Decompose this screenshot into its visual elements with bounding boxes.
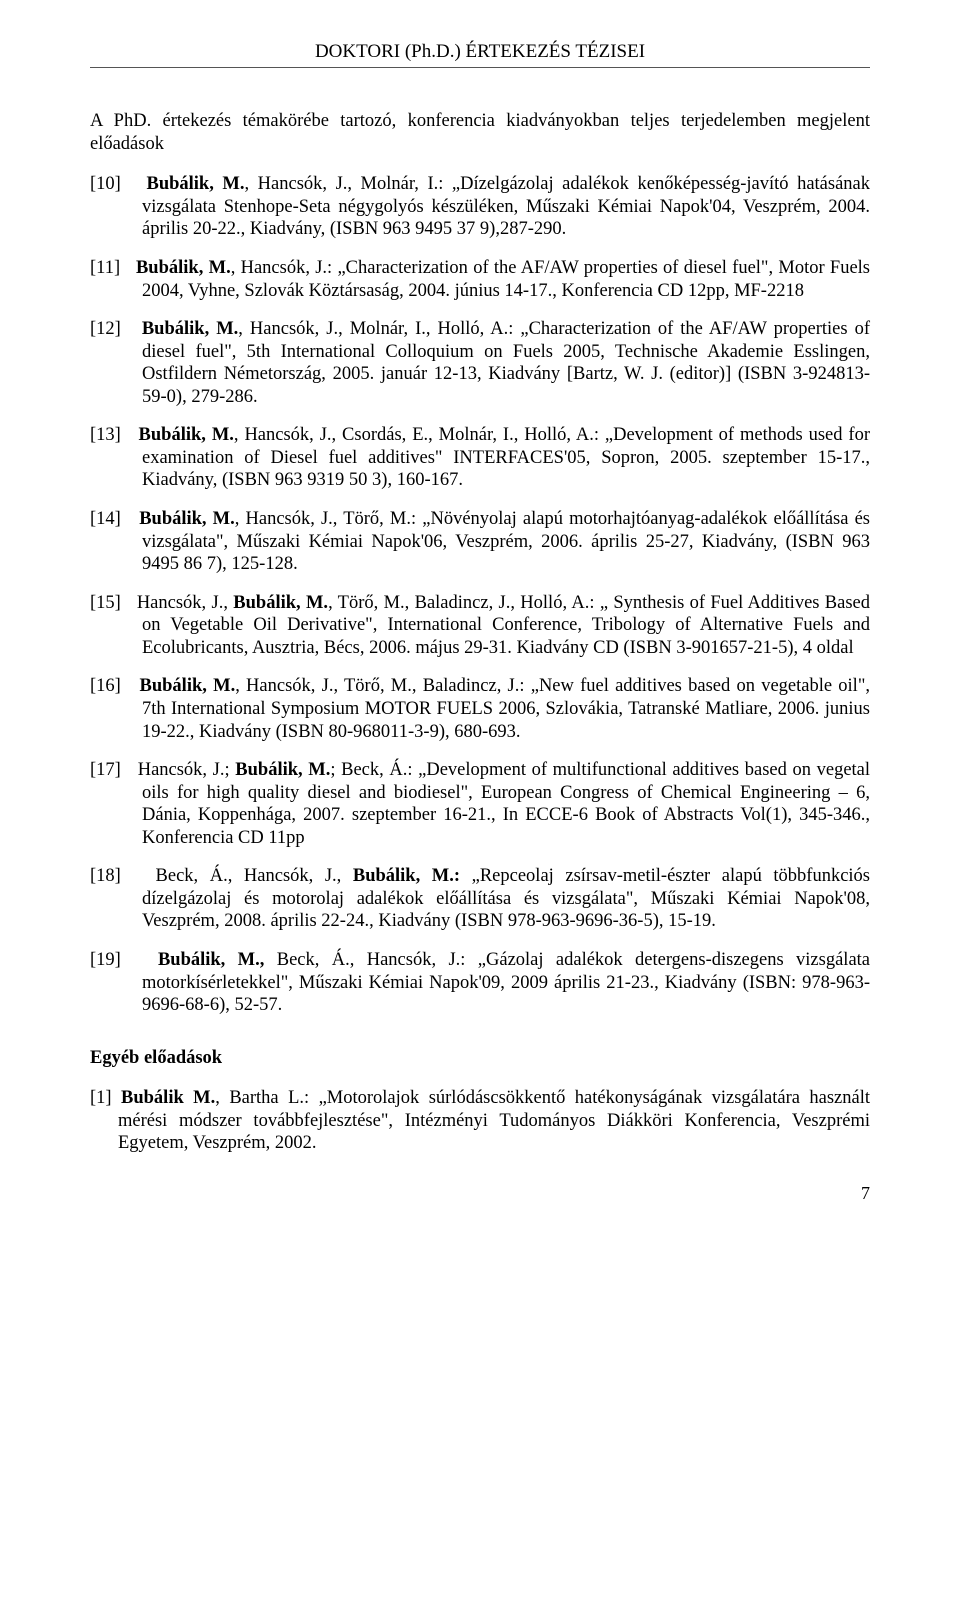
ref-14: [14] Bubálik, M., Hancsók, J., Törő, M.:… [90, 508, 870, 576]
ref-num: [17] [90, 760, 121, 780]
ref-16: [16] Bubálik, M., Hancsók, J., Törő, M.,… [90, 675, 870, 743]
ref-18: [18] Beck, Á., Hancsók, J., Bubálik, M.:… [90, 865, 870, 933]
ref-pre: Beck, Á., Hancsók, J., [156, 866, 353, 886]
ref-author: Bubálik, M. [146, 174, 244, 194]
ref-author: Bubálik, M. [140, 676, 236, 696]
ref-13: [13] Bubálik, M., Hancsók, J., Csordás, … [90, 424, 870, 492]
ref-text: , Hancsók, J.: „Characterization of the … [142, 258, 870, 301]
ref-12: [12] Bubálik, M., Hancsók, J., Molnár, I… [90, 318, 870, 408]
ref-num: [11] [90, 258, 120, 278]
ref-10: [10] Bubálik, M., Hancsók, J., Molnár, I… [90, 173, 870, 241]
ref-pre: Hancsók, J.; [138, 760, 236, 780]
ref-11: [11] Bubálik, M., Hancsók, J.: „Characte… [90, 257, 870, 302]
ref-author: Bubálik, M., [158, 950, 264, 970]
ref-text: , Hancsók, J., Törő, M.: „Növényolaj ala… [142, 509, 870, 574]
ref-17: [17] Hancsók, J.; Bubálik, M.; Beck, Á.:… [90, 759, 870, 849]
ref-num: [10] [90, 174, 121, 194]
section-title: A PhD. értekezés témakörébe tartozó, kon… [90, 110, 870, 155]
page-number: 7 [90, 1183, 870, 1205]
ref-num: [18] [90, 866, 121, 886]
ref-text: , Hancsók, J., Molnár, I.: „Dízelgázolaj… [142, 174, 870, 239]
ref-text: , Bartha L.: „Motorolajok súrlódáscsökke… [118, 1088, 870, 1153]
other-ref-1: [1] Bubálik M., Bartha L.: „Motorolajok … [90, 1087, 870, 1155]
ref-author: Bubálik, M. [233, 593, 328, 613]
ref-num: [15] [90, 593, 121, 613]
ref-15: [15] Hancsók, J., Bubálik, M., Törő, M.,… [90, 592, 870, 660]
ref-text: , Hancsók, J., Molnár, I., Holló, A.: „C… [142, 319, 870, 407]
ref-pre: Hancsók, J., [137, 593, 233, 613]
ref-num: [19] [90, 950, 121, 970]
ref-author: Bubálik, M. [235, 760, 330, 780]
ref-author: Bubálik, M. [136, 258, 231, 278]
page-header: DOKTORI (Ph.D.) ÉRTEKEZÉS TÉZISEI [90, 40, 870, 68]
ref-num: [14] [90, 509, 121, 529]
ref-num: [16] [90, 676, 121, 696]
page: DOKTORI (Ph.D.) ÉRTEKEZÉS TÉZISEI A PhD.… [0, 0, 960, 1255]
ref-author: Bubálik, M. [142, 319, 238, 339]
ref-author: Bubálik, M.: [353, 866, 460, 886]
ref-text: , Hancsók, J., Törő, M., Baladincz, J.: … [142, 676, 870, 741]
ref-author: Bubálik, M. [139, 509, 235, 529]
ref-text: , Hancsók, J., Csordás, E., Molnár, I., … [142, 425, 870, 490]
ref-num: [12] [90, 319, 121, 339]
ref-author: Bubálik M. [121, 1088, 215, 1108]
ref-author: Bubálik, M. [139, 425, 234, 445]
other-section-title: Egyéb előadások [90, 1047, 870, 1070]
ref-19: [19] Bubálik, M., Beck, Á., Hancsók, J.:… [90, 949, 870, 1017]
ref-num: [13] [90, 425, 121, 445]
ref-num: [1] [90, 1088, 121, 1108]
